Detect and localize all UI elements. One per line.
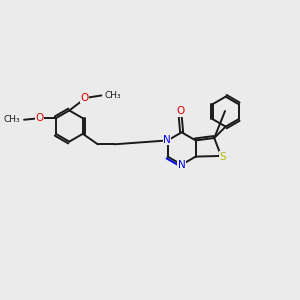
Text: O: O [176,106,184,116]
Text: CH₃: CH₃ [105,91,122,100]
Text: O: O [80,93,88,103]
Text: N: N [163,135,171,145]
Text: N: N [178,160,185,170]
Text: O: O [35,113,44,123]
Text: S: S [219,152,226,162]
Text: CH₃: CH₃ [4,115,20,124]
